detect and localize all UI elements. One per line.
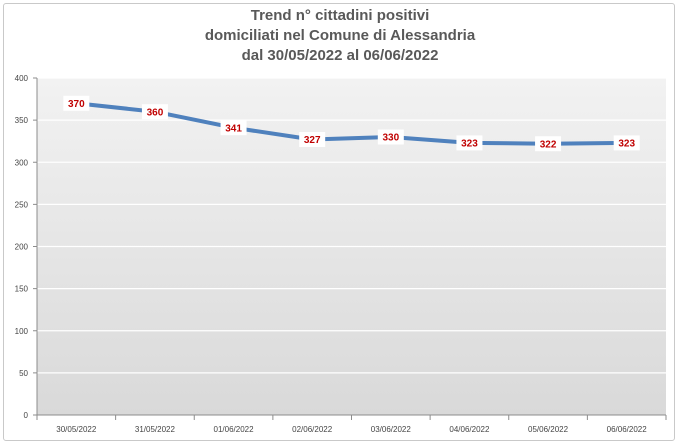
x-tick-label: 06/06/2022	[607, 425, 648, 434]
y-tick-label: 350	[15, 116, 29, 125]
y-tick-label: 150	[15, 285, 29, 294]
y-tick-label: 200	[15, 243, 29, 252]
data-label-box	[377, 129, 404, 145]
x-tick-label: 01/06/2022	[214, 425, 255, 434]
chart-title-line-3: dal 30/05/2022 al 06/06/2022	[241, 47, 439, 64]
x-tick-label: 02/06/2022	[292, 425, 333, 434]
data-label-box	[220, 120, 247, 136]
data-label: 341	[225, 123, 242, 134]
x-tick-label: 04/06/2022	[449, 425, 490, 434]
data-label-box	[141, 104, 168, 120]
chart-title-line-1: Trend n° cittadini positivi	[250, 7, 430, 24]
data-label: 323	[461, 138, 478, 149]
data-label: 360	[147, 107, 164, 118]
data-label: 370	[68, 99, 85, 110]
data-label: 327	[304, 135, 321, 146]
x-tick-label: 30/05/2022	[56, 425, 97, 434]
data-label: 322	[540, 139, 557, 150]
series-line	[74, 101, 629, 146]
data-label-box	[535, 136, 562, 152]
gridlines	[37, 77, 666, 374]
y-tick-label: 250	[15, 200, 29, 209]
x-tick-label: 05/06/2022	[528, 425, 569, 434]
data-label: 323	[618, 138, 635, 149]
data-label-box	[299, 132, 326, 148]
y-axis: 0 50 100 150 200 250 300 350 400	[15, 74, 38, 420]
y-tick-label: 300	[15, 158, 29, 167]
y-tick-label: 50	[19, 369, 28, 378]
chart-title: Trend n° cittadini positivi domiciliati …	[0, 6, 680, 66]
x-tick-label: 03/06/2022	[371, 425, 412, 434]
y-tick-label: 400	[15, 74, 29, 83]
chart-title-line-2: domiciliati nel Comune di Alessandria	[204, 27, 476, 44]
data-label-box	[63, 95, 90, 111]
y-tick-label: 100	[15, 327, 29, 336]
series-line-path	[74, 101, 629, 146]
y-tick-label: 0	[24, 411, 29, 420]
data-label-box	[456, 135, 483, 151]
data-label-box	[613, 135, 640, 151]
x-tick-label: 31/05/2022	[135, 425, 176, 434]
data-labels: 370 360 341 327 330 323 322 323	[63, 95, 640, 152]
x-axis: 30/05/2022 31/05/2022 01/06/2022 02/06/2022…	[36, 414, 667, 434]
data-label: 330	[382, 133, 399, 144]
